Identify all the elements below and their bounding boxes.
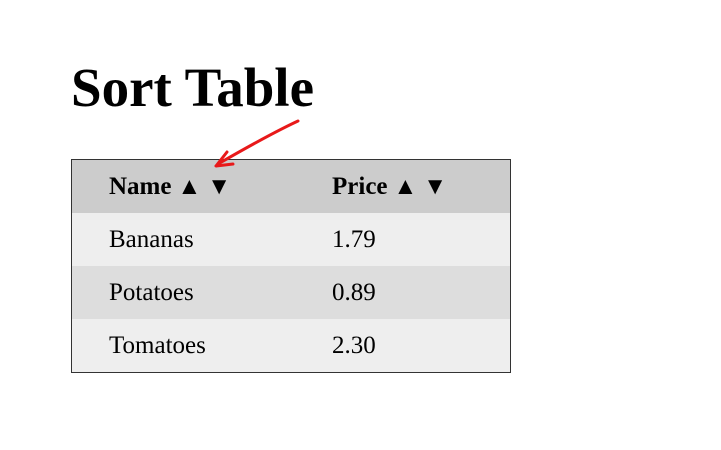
cell-price: 0.89: [295, 266, 511, 319]
column-header-label: Name: [109, 172, 172, 200]
sort-name-desc-button[interactable]: ▼: [207, 173, 232, 200]
sort-name-asc-button[interactable]: ▲: [177, 173, 202, 200]
cell-name: Bananas: [71, 213, 295, 266]
cell-name: Potatoes: [71, 266, 295, 319]
page-title: Sort Table: [71, 57, 314, 118]
column-header-name: Name ▲ ▼: [71, 159, 295, 213]
table-row: Potatoes 0.89: [71, 266, 511, 319]
column-header-price: Price ▲ ▼: [295, 159, 511, 213]
cell-name: Tomatoes: [71, 319, 295, 373]
table-row: Bananas 1.79: [71, 213, 511, 266]
cell-price: 2.30: [295, 319, 511, 373]
cell-price: 1.79: [295, 213, 511, 266]
sort-price-desc-button[interactable]: ▼: [423, 173, 448, 200]
column-header-label: Price: [332, 172, 388, 200]
table-row: Tomatoes 2.30: [71, 319, 511, 373]
sort-table: Name ▲ ▼ Price ▲ ▼ Bananas 1.79 Potatoes 0.8…: [71, 159, 511, 373]
annotation-arrow-shaft: [216, 119, 300, 166]
sort-price-asc-button[interactable]: ▲: [393, 173, 418, 200]
table-header-row: Name ▲ ▼ Price ▲ ▼: [71, 159, 511, 213]
